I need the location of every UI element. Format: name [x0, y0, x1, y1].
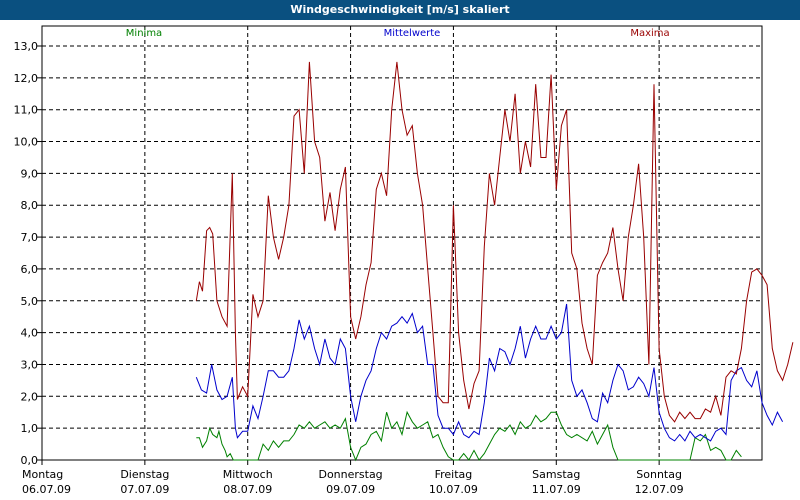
- x-tick-date: 12.07.09: [635, 483, 684, 496]
- x-tick-day: Montag: [22, 468, 63, 481]
- y-tick-label: 1,0: [21, 422, 39, 435]
- y-tick-label: 7,0: [21, 231, 39, 244]
- x-tick-day: Freitag: [435, 468, 473, 481]
- x-tick-date: 10.07.09: [429, 483, 478, 496]
- y-tick-label: 13,0: [14, 40, 39, 53]
- series-line-mittelwerte: [195, 303, 784, 442]
- x-tick-day: Samstag: [532, 468, 580, 481]
- y-tick-label: 4,0: [21, 327, 39, 340]
- plot-frame: [41, 25, 763, 461]
- x-tick-day: Mittwoch: [223, 468, 273, 481]
- x-tick-date: 11.07.09: [532, 483, 581, 496]
- x-tick-day: Sonntag: [636, 468, 682, 481]
- y-tick-label: 3,0: [21, 358, 39, 371]
- y-tick-label: 12,0: [14, 72, 39, 85]
- wind-speed-chart: 0,0 1,0 2,0 3,0 4,0 5,0 6,0 7,0 8,0 9,0 10,0 11,0 12…: [14, 25, 794, 496]
- legend-mittelwerte: Mittelwerte: [384, 28, 441, 39]
- x-tick-date: 08.07.09: [223, 483, 272, 496]
- x-tick-day: Donnerstag: [318, 468, 382, 481]
- legend-maxima: Maxima: [630, 28, 669, 39]
- y-tick-label: 11,0: [14, 104, 39, 117]
- x-tick-date: 06.07.09: [22, 483, 71, 496]
- y-tick-label: 10,0: [14, 136, 39, 149]
- y-tick-label: 8,0: [21, 199, 39, 212]
- legend-minima: Minima: [126, 28, 162, 39]
- window-title: Windgeschwindigkeit [m/s] skaliert: [0, 0, 800, 20]
- series-line-maxima: [195, 61, 794, 423]
- x-tick-day: Dienstag: [120, 468, 169, 481]
- series-line-minima: [196, 410, 742, 462]
- y-tick-label: 9,0: [21, 167, 39, 180]
- y-tick-label: 6,0: [21, 263, 39, 276]
- x-tick-date: 09.07.09: [326, 483, 375, 496]
- y-tick-label: 2,0: [21, 390, 39, 403]
- y-tick-label: 0,0: [21, 454, 39, 467]
- y-tick-label: 5,0: [21, 295, 39, 308]
- x-tick-date: 07.07.09: [120, 483, 169, 496]
